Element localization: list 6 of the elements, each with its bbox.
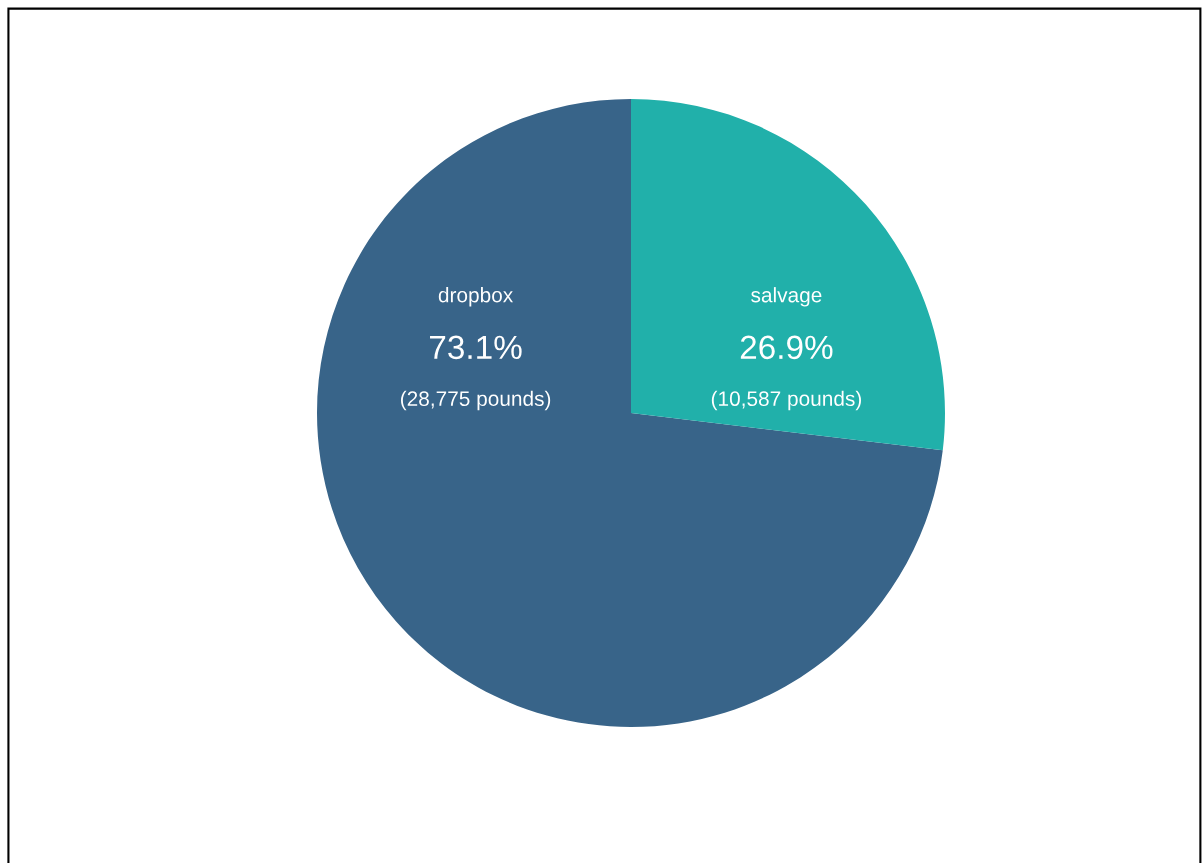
data-label: 26.9% (10,587 pounds) (711, 335, 862, 411)
slice-label: salvage (751, 287, 822, 307)
data-label: 73.1% (28,775 pounds) (401, 335, 551, 411)
pie-slice (631, 99, 945, 451)
pie-slice (317, 99, 943, 727)
slice-label: dropbox (438, 287, 513, 307)
